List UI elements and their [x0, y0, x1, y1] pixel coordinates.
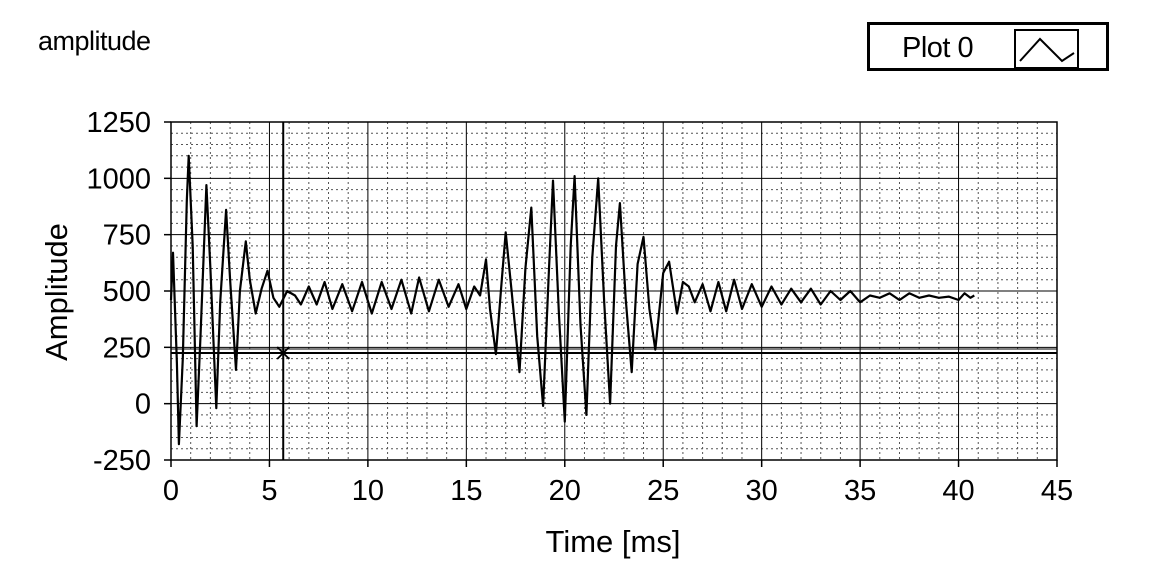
cursor[interactable] — [171, 122, 1057, 460]
x-tick-label: 25 — [647, 475, 679, 507]
y-tick-label: 1250 — [86, 107, 151, 139]
y-axis-label: Amplitude — [39, 223, 74, 361]
y-tick-label: 500 — [103, 276, 151, 308]
plot-legend[interactable]: Plot 0 — [867, 22, 1109, 71]
y-tick-label: 750 — [103, 220, 151, 252]
x-tick-label: 30 — [746, 475, 778, 507]
x-tick-label: 10 — [352, 475, 384, 507]
y-tick-label: 0 — [135, 389, 151, 421]
x-tick-label: 20 — [549, 475, 581, 507]
x-tick-label: 35 — [844, 475, 876, 507]
x-tick-label: 15 — [450, 475, 482, 507]
x-tick-label: 0 — [163, 475, 179, 507]
legend-label: Plot 0 — [902, 32, 974, 64]
window-title: amplitude — [38, 26, 151, 56]
y-tick-label: 1000 — [86, 163, 151, 195]
axis-ticks: 0 5 10 15 20 25 30 35 40 45 -250 0 250 500 750 1000 1250 — [86, 107, 1073, 507]
x-tick-label: 45 — [1041, 475, 1073, 507]
x-tick-label: 5 — [261, 475, 277, 507]
y-tick-label: 250 — [103, 332, 151, 364]
x-tick-label: 40 — [942, 475, 974, 507]
x-axis-label: Time [ms] — [546, 524, 681, 559]
y-tick-label: -250 — [93, 445, 151, 477]
series-line-plot-0 — [169, 154, 975, 446]
cursor-marker-icon — [276, 346, 290, 360]
line-plot-icon[interactable] — [1014, 29, 1079, 69]
